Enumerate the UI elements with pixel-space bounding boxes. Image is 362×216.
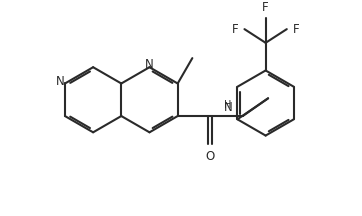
- Text: N: N: [56, 75, 64, 88]
- Text: F: F: [292, 23, 299, 36]
- Text: H: H: [224, 100, 232, 110]
- Text: O: O: [206, 149, 215, 163]
- Text: N: N: [145, 58, 154, 71]
- Text: N: N: [224, 101, 232, 114]
- Text: F: F: [232, 23, 239, 36]
- Text: F: F: [262, 2, 269, 14]
